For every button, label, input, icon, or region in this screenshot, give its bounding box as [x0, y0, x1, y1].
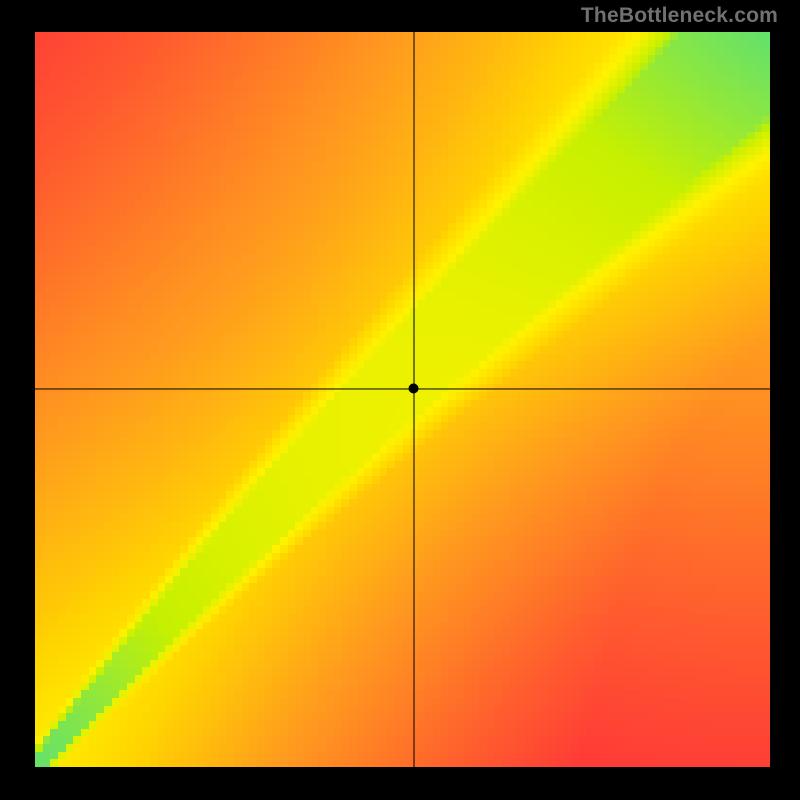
crosshair-overlay [0, 0, 800, 800]
watermark-text: TheBottleneck.com [581, 4, 778, 28]
